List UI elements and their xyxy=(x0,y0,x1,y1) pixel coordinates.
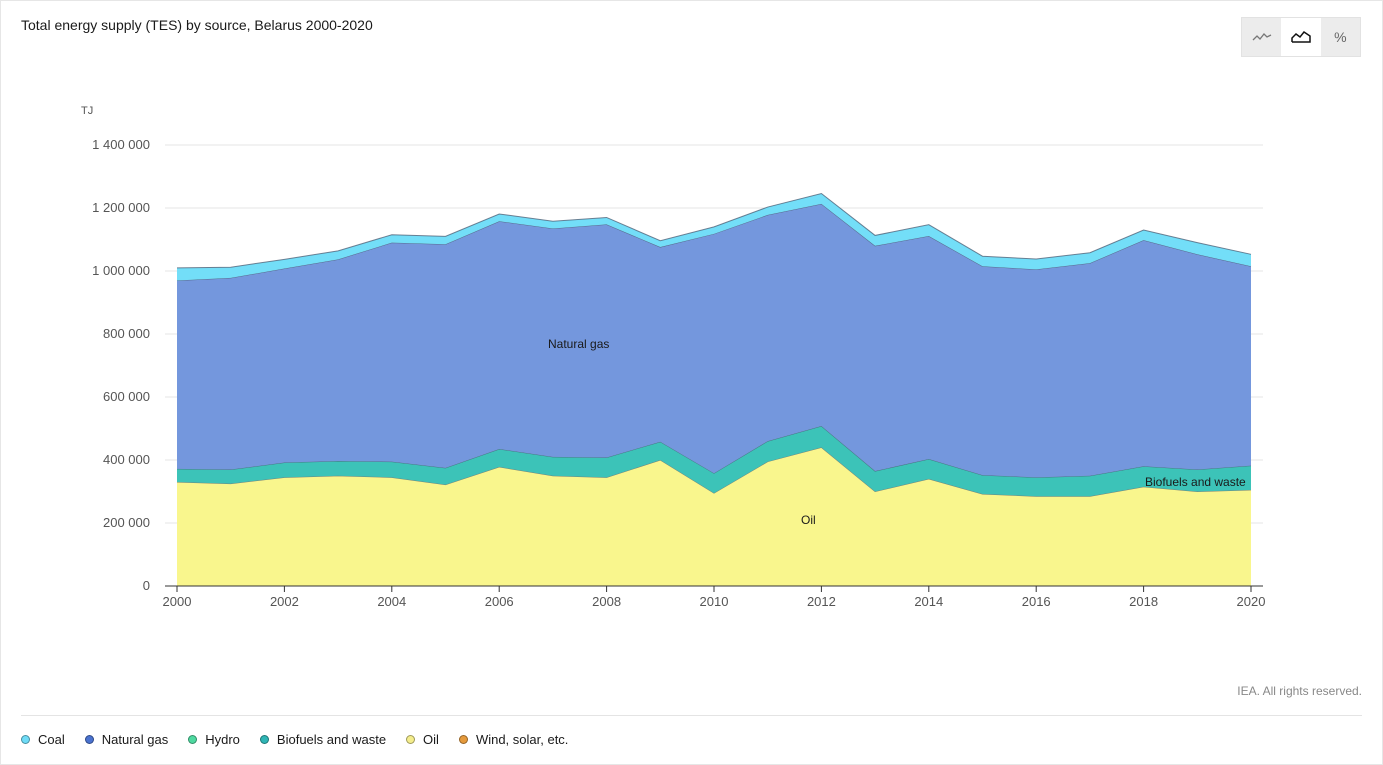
legend-swatch xyxy=(458,735,468,744)
legend-swatch xyxy=(188,735,198,744)
y-tick-label: 400 000 xyxy=(103,452,150,467)
area-label: Biofuels and waste xyxy=(1145,475,1246,489)
legend: Coal Natural gas Hydro Biofuels and waste Oi… xyxy=(21,732,588,747)
y-tick-label: 1 200 000 xyxy=(92,200,150,215)
percent-view-button[interactable]: % xyxy=(1321,18,1360,56)
legend-swatch xyxy=(84,735,94,744)
chart-view-toggle: % xyxy=(1241,17,1361,57)
x-tick-label: 2008 xyxy=(592,594,621,609)
area-label: Natural gas xyxy=(548,337,609,351)
chart-title: Total energy supply (TES) by source, Bel… xyxy=(21,17,373,33)
legend-swatch xyxy=(406,735,416,744)
legend-swatch xyxy=(21,735,30,744)
area-chart-view-button[interactable] xyxy=(1281,18,1321,56)
legend-item-wind-solar-etc[interactable]: Wind, solar, etc. xyxy=(458,732,569,747)
x-tick-label: 2000 xyxy=(163,594,192,609)
legend-label: Oil xyxy=(423,732,439,747)
legend-swatch xyxy=(259,735,269,744)
y-tick-label: 600 000 xyxy=(103,389,150,404)
x-tick-label: 2004 xyxy=(377,594,406,609)
area-chart: TJ 0 200 000 400 000 600 000 800 000 1 000 00… xyxy=(81,105,1266,609)
legend-item-natural-gas[interactable]: Natural gas xyxy=(84,732,169,747)
y-tick-label: 1 400 000 xyxy=(92,137,150,152)
legend-label: Hydro xyxy=(205,732,240,747)
line-chart-icon xyxy=(1252,33,1271,41)
line-chart-view-button[interactable] xyxy=(1242,18,1281,56)
legend-label: Biofuels and waste xyxy=(276,732,387,747)
x-tick-label: 2006 xyxy=(485,594,514,609)
area-oil[interactable] xyxy=(177,447,1251,586)
x-tick-label: 2014 xyxy=(914,594,943,609)
x-tick-label: 2012 xyxy=(807,594,836,609)
legend-label: Coal xyxy=(38,732,65,747)
series-line xyxy=(176,192,1252,269)
y-tick-label: 200 000 xyxy=(103,515,150,530)
percent-icon: % xyxy=(1334,29,1347,45)
area-chart-icon xyxy=(1291,30,1311,43)
credit-text: IEA. All rights reserved. xyxy=(1237,684,1362,698)
legend-label: Natural gas xyxy=(101,732,169,747)
legend-label: Wind, solar, etc. xyxy=(475,732,569,747)
y-axis-unit: TJ xyxy=(81,105,93,117)
x-tick-label: 2020 xyxy=(1237,594,1266,609)
legend-item-hydro[interactable]: Hydro xyxy=(188,732,240,747)
area-natural-gas[interactable] xyxy=(177,203,1251,478)
area-coal[interactable] xyxy=(177,193,1251,281)
x-tick-label: 2018 xyxy=(1129,594,1158,609)
y-tick-label: 800 000 xyxy=(103,326,150,341)
legend-item-coal[interactable]: Coal xyxy=(21,732,65,747)
x-tick-label: 2016 xyxy=(1022,594,1051,609)
area-label: Oil xyxy=(801,513,816,527)
legend-item-biofuels-and-waste[interactable]: Biofuels and waste xyxy=(259,732,387,747)
area-biofuels-and-waste[interactable] xyxy=(177,425,1251,497)
x-tick-label: 2010 xyxy=(700,594,729,609)
x-tick-label: 2002 xyxy=(270,594,299,609)
legend-divider xyxy=(21,715,1362,716)
legend-item-oil[interactable]: Oil xyxy=(406,732,439,747)
y-tick-label: 1 000 000 xyxy=(92,263,150,278)
y-tick-label: 0 xyxy=(143,578,150,593)
